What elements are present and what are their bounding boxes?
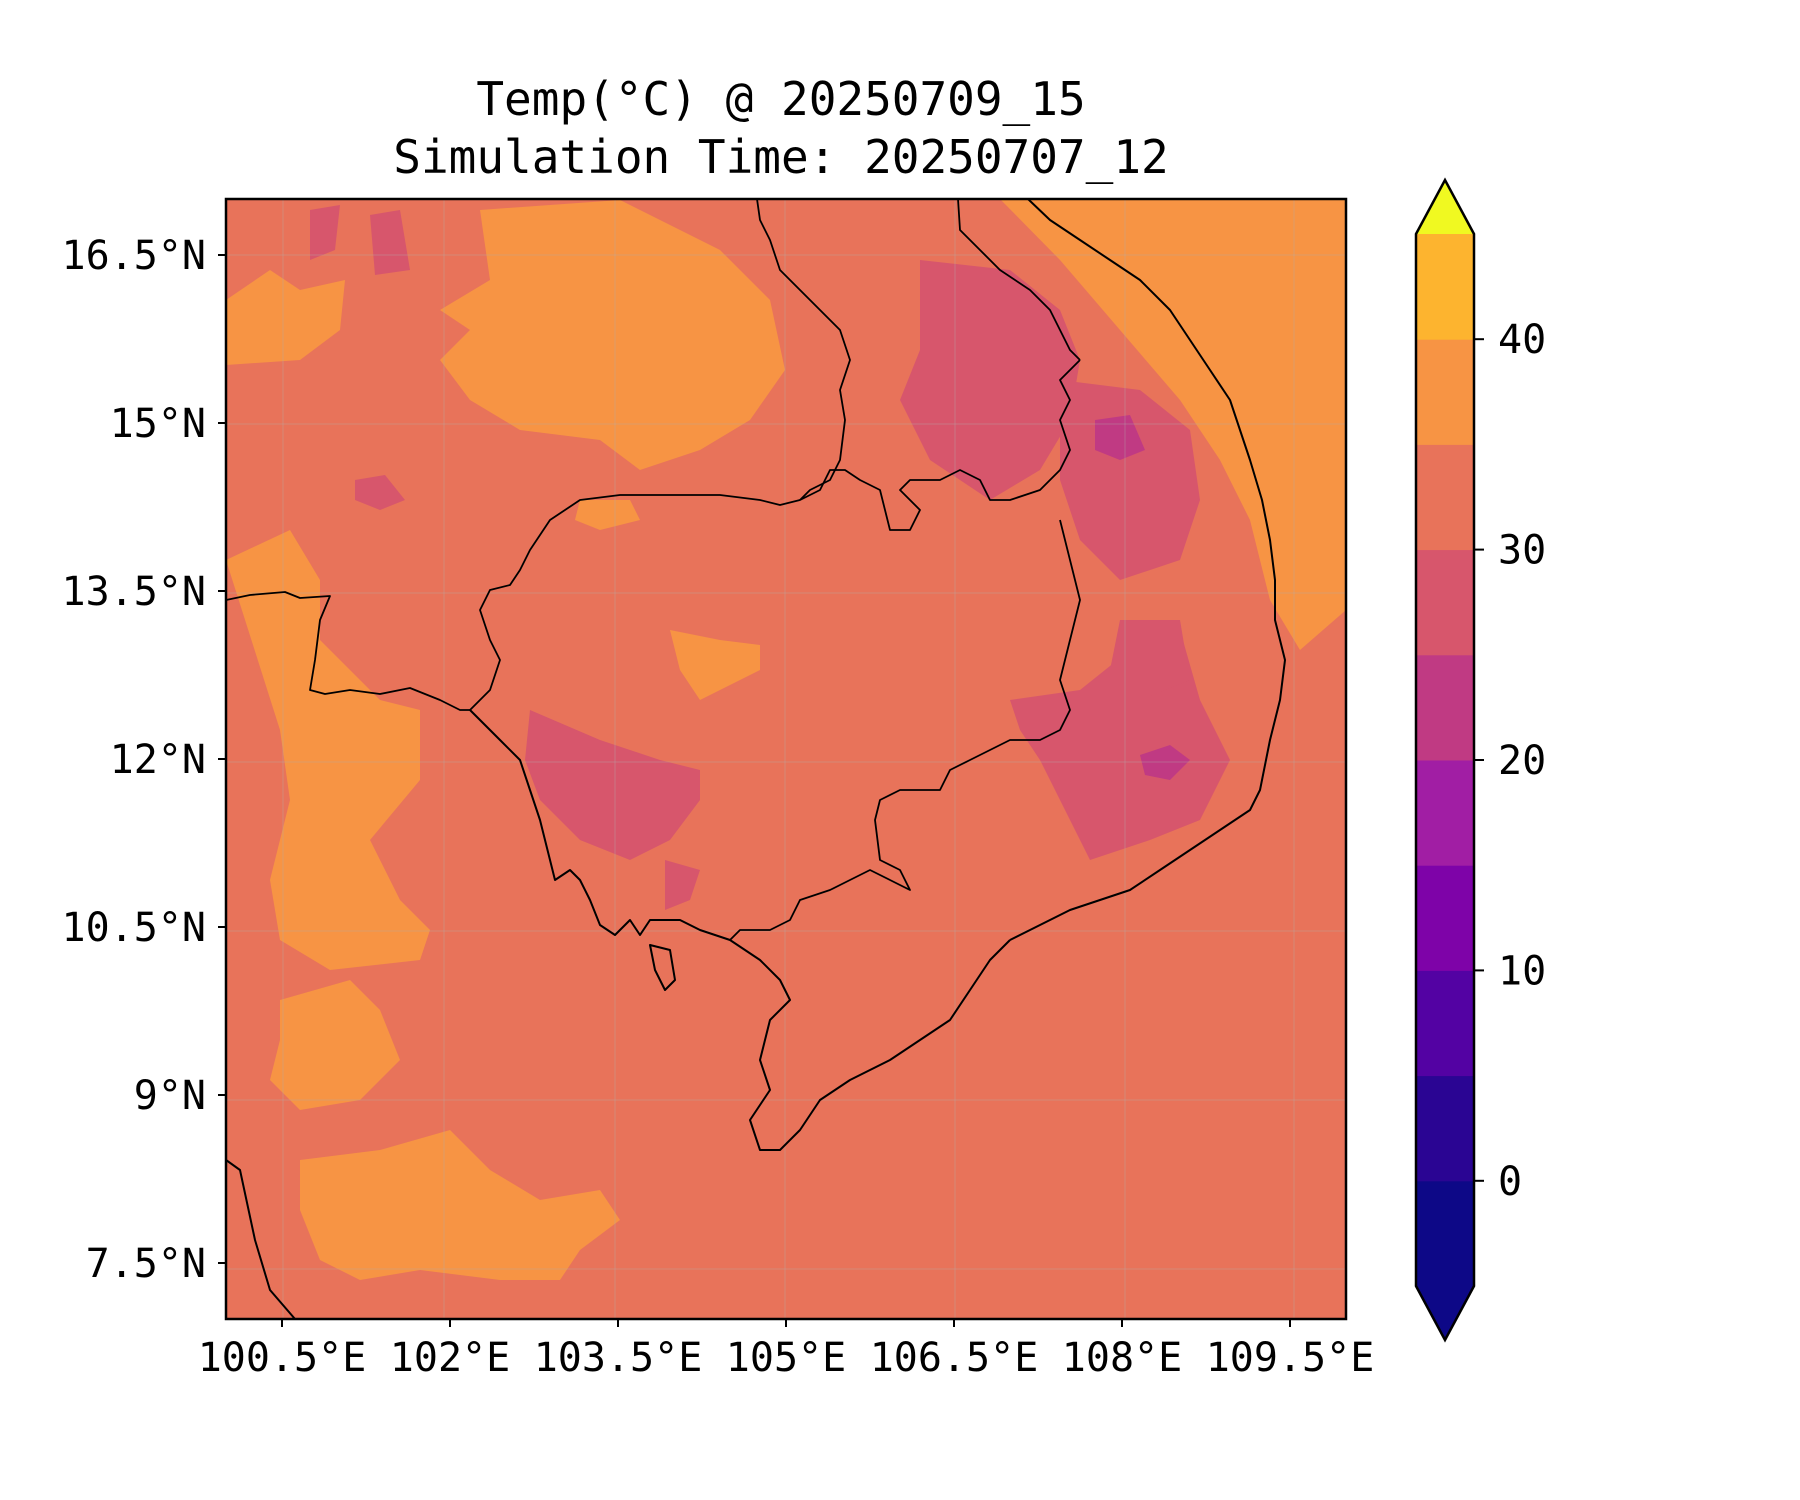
cold-zone-annamite (1095, 415, 1145, 460)
cold-zone-highlands (1140, 745, 1190, 780)
gridlines (226, 199, 1346, 1319)
warm-zone-central (670, 630, 760, 700)
colorbar-bin (1416, 1180, 1474, 1287)
cool-zone-plateau (355, 475, 405, 510)
colorbar-tick-label: 40 (1498, 317, 1546, 363)
cool-zone-nw-2 (370, 210, 410, 275)
colorbar-tick-label: 0 (1498, 1159, 1522, 1205)
warm-zone-north (440, 200, 785, 470)
lat-tick-label: 13.5°N (62, 569, 207, 615)
coastline-vietnam (1009, 199, 1286, 941)
lat-tick-label: 15°N (110, 401, 206, 447)
colorbar-outline (1414, 177, 1476, 1343)
cool-zone-cardamom-south (665, 860, 700, 910)
longitude-axis: 100.5°E 102°E 103.5°E 105°E 106.5°E 108°E 109.… (198, 1319, 1375, 1381)
lat-tick-label: 12°N (110, 737, 206, 783)
colorbar-bin (1416, 234, 1474, 340)
warm-zone-tonle-sap (575, 500, 640, 530)
colorbar-bin (1416, 444, 1474, 551)
border-thailand-laos (756, 199, 851, 501)
lat-tick-label: 16.5°N (62, 233, 207, 279)
map-subtitle: Simulation Time: 20250707_12 (393, 130, 1168, 184)
warm-zone-northeast-coast (1000, 199, 1346, 650)
border-cambodia (469, 359, 1081, 711)
colorbar-tick-label: 30 (1498, 528, 1546, 574)
map-plot-area (226, 199, 1346, 1319)
coastline-island-phu-quoc (649, 944, 676, 991)
cool-zone-nw-1 (310, 205, 340, 260)
colorbar: 0 10 20 30 40 (1414, 177, 1546, 1343)
border-cambodia-south (729, 519, 1081, 941)
country-borders (226, 199, 1081, 941)
lon-tick-label: 102°E (390, 1335, 510, 1381)
colorbar-over-extension (1416, 180, 1474, 234)
colorbar-bin (1416, 760, 1474, 866)
colorbar-bin (1416, 970, 1474, 1077)
cool-zone-cardamom (525, 710, 700, 860)
map-title: Temp(°C) @ 20250709_15 (476, 72, 1085, 126)
lat-tick-label: 9°N (134, 1073, 206, 1119)
cool-zone-highlands-north (1110, 620, 1190, 700)
lat-tick-label: 10.5°N (62, 905, 207, 951)
border-laos-vietnam (957, 199, 1081, 361)
colorbar-tick-label: 10 (1498, 948, 1546, 994)
colorbar-tick-label: 20 (1498, 738, 1546, 784)
cold-zones (1095, 415, 1190, 780)
lon-tick-label: 103.5°E (534, 1335, 703, 1381)
latitude-axis: 16.5°N 15°N 13.5°N 12°N 10.5°N 9°N 7.5°N (62, 233, 226, 1287)
colorbar-bin (1416, 865, 1474, 971)
cool-zone-annamite-north (900, 260, 1080, 500)
warm-zone-southwest (270, 980, 400, 1110)
border-thailand-cambodia-west (226, 591, 470, 711)
lon-tick-label: 108°E (1062, 1335, 1182, 1381)
colorbar-under-extension (1416, 1286, 1474, 1340)
lat-tick-label: 7.5°N (86, 1241, 206, 1287)
coastline-thailand-west (226, 1159, 296, 1319)
cool-zone-central-highlands (1010, 630, 1230, 860)
colorbar-bin (1416, 1075, 1474, 1182)
lon-tick-label: 109.5°E (1206, 1335, 1375, 1381)
colorbar-bin (1416, 339, 1474, 445)
colorbar-bin (1416, 654, 1474, 761)
lon-tick-label: 105°E (726, 1335, 846, 1381)
lon-tick-label: 100.5°E (198, 1335, 367, 1381)
warm-zones (226, 199, 1346, 1280)
lon-tick-label: 106.5°E (870, 1335, 1039, 1381)
colorbar-bin (1416, 549, 1474, 656)
warm-zone-west (226, 530, 430, 970)
warm-zone-northwest (226, 270, 345, 365)
warm-zone-south (300, 1130, 620, 1280)
